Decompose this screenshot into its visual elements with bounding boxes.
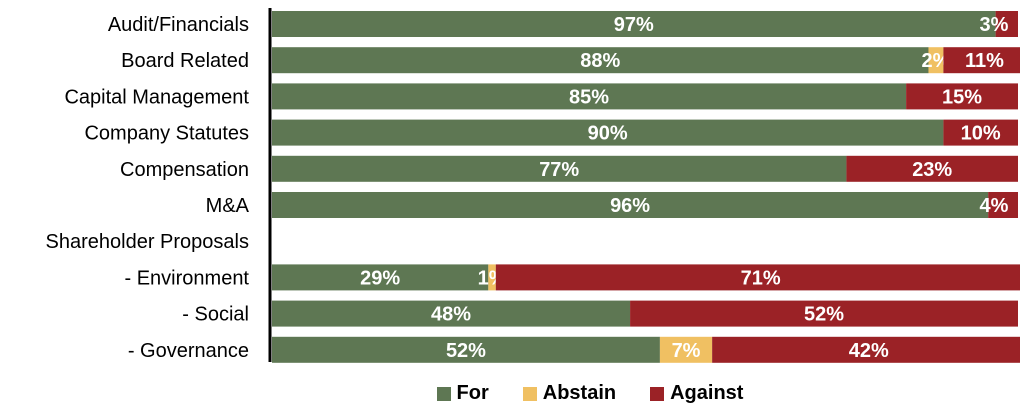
data-label-for-capital-management: 85%	[569, 86, 609, 108]
stacked-bar-chart: 97% 3%88% 2% 11%85% 15%90% 10%77% 23%96% 4%29% 1…	[46, 8, 1020, 363]
data-label-for-social: 48%	[431, 304, 471, 326]
category-label-environment: - Environment	[125, 267, 250, 289]
bar-for-board-related	[272, 47, 929, 74]
category-label-social: - Social	[182, 304, 249, 326]
data-label-against-board-related: 11%	[965, 50, 1004, 72]
category-label-audit-financials: Audit/Financials	[108, 14, 249, 36]
data-label-against-capital-management: 15%	[942, 86, 982, 108]
category-label-company-statutes: Company Statutes	[84, 123, 249, 145]
data-label-for-environment: 29%	[360, 267, 400, 289]
data-label-against-audit-financials: 3%	[980, 14, 1009, 36]
bar-against-company-statutes	[943, 119, 1018, 146]
data-label-for-governance: 52%	[446, 340, 486, 362]
bar-against-compensation	[846, 155, 1018, 182]
bar-against-m-a	[988, 192, 1018, 218]
bar-against-audit-financials	[995, 11, 1018, 37]
data-label-against-m-a: 4%	[980, 195, 1009, 217]
data-label-against-compensation: 23%	[912, 159, 952, 181]
legend-swatch-against	[650, 386, 665, 401]
legend-label-abstain: Abstain	[542, 382, 617, 404]
bar-for-company-statutes	[272, 119, 944, 146]
data-label-for-board-related: 88%	[580, 50, 620, 72]
bar-for-compensation	[272, 155, 847, 182]
category-label-capital-management: Capital Management	[64, 86, 249, 108]
bar-against-social	[630, 300, 1018, 327]
legend-item-against: Against	[650, 382, 743, 405]
category-label-compensation: Compensation	[120, 159, 249, 181]
legend-swatch-for	[436, 386, 451, 401]
bar-against-capital-management	[906, 83, 1018, 110]
bar-for-m-a	[272, 192, 989, 218]
bar-against-governance	[712, 336, 1020, 363]
data-label-against-environment: 71%	[741, 267, 781, 289]
bar-abstain-environment	[488, 264, 496, 291]
category-label-governance: - Governance	[128, 340, 249, 362]
legend-swatch-abstain	[522, 386, 537, 401]
category-labels: Audit/Financials Board Related Capital Man…	[46, 14, 250, 362]
category-label-m-a: M&A	[206, 195, 250, 217]
bar-against-board-related	[943, 47, 1020, 74]
data-label-for-company-statutes: 90%	[588, 123, 628, 145]
bar-for-social	[272, 300, 631, 327]
data-label-against-governance: 42%	[849, 340, 889, 362]
bar-for-environment	[272, 264, 489, 291]
bar-abstain-board-related	[928, 47, 944, 74]
legend-item-for: For	[436, 382, 489, 405]
legend-item-abstain: Abstain	[522, 382, 617, 405]
data-label-against-social: 52%	[804, 304, 844, 326]
bar-for-governance	[272, 336, 660, 363]
legend-label-for: For	[456, 382, 489, 404]
bar-for-audit-financials	[272, 11, 996, 37]
bar-for-capital-management	[272, 83, 907, 110]
data-label-abstain-board-related: 2%	[921, 50, 950, 72]
data-label-abstain-governance: 7%	[672, 340, 701, 362]
data-label-for-compensation: 77%	[539, 159, 579, 181]
legend-label-against: Against	[670, 382, 744, 404]
bar-against-environment	[495, 264, 1020, 291]
legend: For Abstain Against	[0, 382, 1020, 405]
data-label-against-company-statutes: 10%	[961, 123, 1001, 145]
data-label-for-m-a: 96%	[610, 195, 650, 217]
category-label-board-related: Board Related	[121, 50, 249, 72]
bar-abstain-governance	[659, 336, 713, 363]
bar-area: 97% 3%88% 2% 11%85% 15%90% 10%77% 23%96% 4%29% 1…	[272, 11, 1020, 363]
category-label-shareholder-proposals: Shareholder Proposals	[46, 231, 249, 253]
data-label-for-audit-financials: 97%	[614, 14, 654, 36]
